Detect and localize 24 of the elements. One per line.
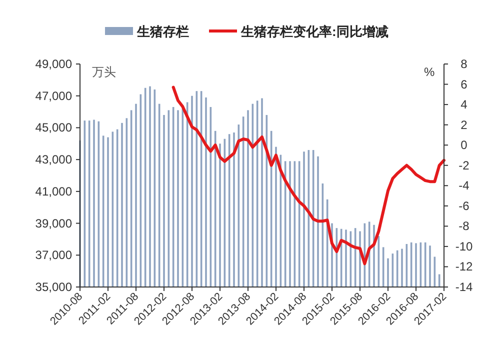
y2-tick-label: 8 xyxy=(460,57,468,71)
legend-label: 生猪存栏 xyxy=(136,24,189,39)
y2-tick-label: -2 xyxy=(458,158,470,172)
y2-tick-label: -12 xyxy=(455,260,473,274)
y-tick-label: 49,000 xyxy=(35,57,72,71)
y2-axis-title: % xyxy=(424,65,435,79)
y2-tick-label: -4 xyxy=(458,178,470,193)
y-tick-label: 35,000 xyxy=(35,280,72,294)
y-tick-label: 37,000 xyxy=(35,248,72,262)
y2-tick-label: -10 xyxy=(455,239,473,254)
y-tick-label: 43,000 xyxy=(35,152,72,167)
y2-tick-label: -14 xyxy=(455,280,473,294)
y2-tick-label: -8 xyxy=(458,219,470,234)
y2-tick-label: 0 xyxy=(460,138,468,152)
y2-tick-label: -6 xyxy=(458,198,470,213)
y-tick-label: 41,000 xyxy=(35,184,72,198)
y-axis-title: 万头 xyxy=(92,65,116,79)
legend-label: 生猪存栏变化率:同比增减 xyxy=(240,24,388,39)
y-tick-label: 39,000 xyxy=(35,216,72,230)
y2-tick-label: 4 xyxy=(460,98,468,112)
y2-tick-label: 6 xyxy=(460,77,468,92)
y-tick-label: 45,000 xyxy=(35,120,72,135)
y2-tick-label: 2 xyxy=(460,118,468,132)
y-tick-label: 47,000 xyxy=(35,88,72,103)
